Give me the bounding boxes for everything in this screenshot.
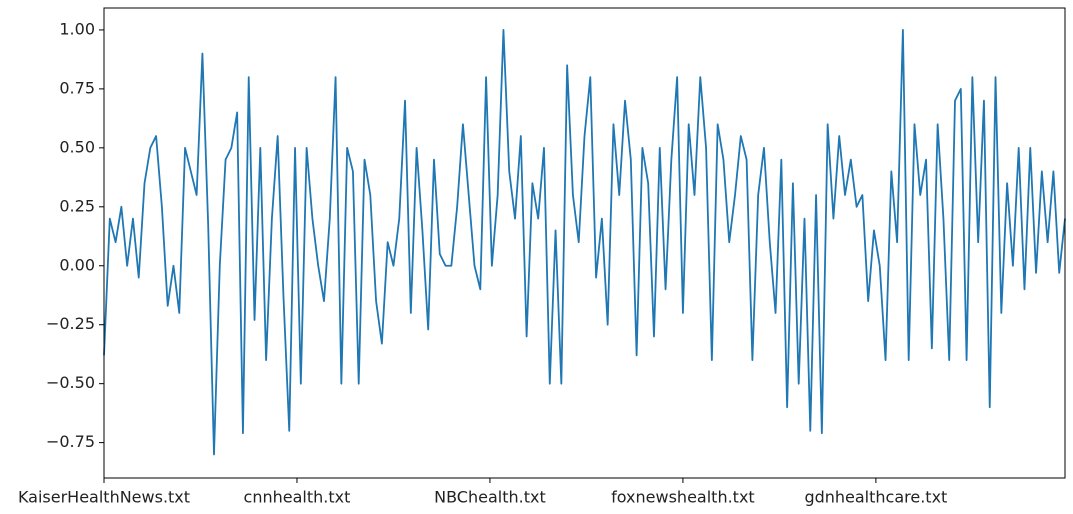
y-tick-label: 0.25 (59, 196, 95, 215)
y-tick-label: −0.75 (46, 432, 95, 451)
y-tick-label: −0.25 (46, 314, 95, 333)
y-tick-label: 0.00 (59, 255, 95, 274)
data-line (103, 29, 1066, 456)
axes-frame (103, 7, 1066, 479)
y-tick-label: 0.50 (59, 137, 95, 156)
x-tick-label: NBChealth.txt (434, 488, 546, 507)
x-tick-label: KaiserHealthNews.txt (18, 488, 190, 507)
x-tick-label: gdnhealthcare.txt (804, 488, 947, 507)
y-tick-label: 0.75 (59, 78, 95, 97)
x-tick-label: cnnhealth.txt (244, 488, 351, 507)
y-tick-label: −0.50 (46, 373, 95, 392)
x-tick-label: foxnewshealth.txt (611, 488, 755, 507)
y-tick-label: 1.00 (59, 19, 95, 38)
